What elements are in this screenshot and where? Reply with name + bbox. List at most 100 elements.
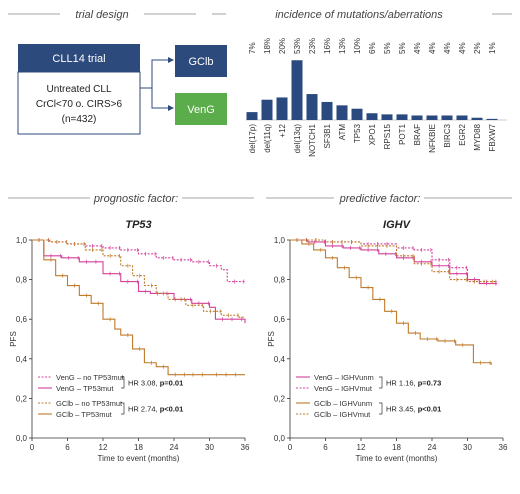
arm2-label: VenG xyxy=(187,104,215,116)
y-tick-label: 0,0 xyxy=(274,434,286,443)
section-incidence-label: incidence of mutations/aberrations xyxy=(275,9,443,21)
bar xyxy=(381,114,393,120)
y-tick-label: 0,6 xyxy=(16,315,28,324)
arm1-label: GClb xyxy=(188,56,213,68)
trial-body-box xyxy=(17,71,141,135)
bar xyxy=(321,101,333,120)
y-axis-label: PFS xyxy=(267,331,276,347)
legend-label: GClb – TP53mut xyxy=(56,410,113,419)
bar-category-label: NFKBIE xyxy=(428,124,437,153)
km-curve xyxy=(290,239,498,283)
bar xyxy=(306,94,318,120)
arrowhead-arm1 xyxy=(168,57,174,63)
legend-label: VenG – no TP53mut xyxy=(56,373,125,382)
trial-body-line1: Untreated CLL xyxy=(46,84,111,95)
bar-category-label: del(13q) xyxy=(293,124,302,154)
legend-label: GClb – IGHVmut xyxy=(314,410,371,419)
bar-category-label: BIRC3 xyxy=(443,123,452,147)
x-tick-label: 24 xyxy=(428,443,437,452)
x-tick-label: 18 xyxy=(392,443,401,452)
trial-design-diagram: CLL14 trial Untreated CLL CrCl<70 o. CIR… xyxy=(17,44,227,135)
bar-category-label: NOTCH1 xyxy=(308,123,317,156)
hr-bracket xyxy=(379,376,383,389)
arrowhead-arm2 xyxy=(168,105,174,111)
y-tick-label: 0,0 xyxy=(16,434,28,443)
section-trial-design: trial design xyxy=(8,9,196,21)
y-tick-label: 0,4 xyxy=(274,355,286,364)
bar-value-label: 4% xyxy=(413,42,422,54)
trial-body-line3: (n=432) xyxy=(62,114,97,125)
x-tick-label: 24 xyxy=(170,443,179,452)
section-prognostic-label: prognostic factor: xyxy=(93,193,178,205)
bar xyxy=(411,115,423,120)
bar-value-label: 23% xyxy=(308,38,317,54)
bar-value-label: 20% xyxy=(278,38,287,54)
bar-value-label: 4% xyxy=(428,42,437,54)
bar xyxy=(456,115,468,120)
y-tick-label: 0,4 xyxy=(16,355,28,364)
bar xyxy=(426,115,438,120)
bar xyxy=(441,115,453,120)
bar-value-label: 2% xyxy=(473,42,482,54)
bar-value-label: 4% xyxy=(443,42,452,54)
bar-category-label: +12 xyxy=(278,123,287,137)
bar xyxy=(486,118,498,120)
trial-header-label: CLL14 trial xyxy=(52,53,105,65)
bar-value-label: 5% xyxy=(398,42,407,54)
km-plot-tp53: TP53 0,0 0,2 0,4 0,6 0,8 1,0 0 6 12 18 24 30 36 Time t… xyxy=(9,219,250,463)
hr-label: HR 3.08, p=0.01 xyxy=(128,379,183,388)
km-title: IGHV xyxy=(383,219,412,231)
x-tick-label: 36 xyxy=(241,443,250,452)
bar xyxy=(396,114,408,120)
section-predictive-label: predictive factor: xyxy=(339,193,421,205)
x-tick-label: 12 xyxy=(99,443,108,452)
bar xyxy=(471,117,483,120)
hr-bracket xyxy=(121,376,125,389)
section-trial-design-label: trial design xyxy=(75,9,128,21)
bar-category-label: EGR2 xyxy=(458,123,467,145)
y-tick-label: 0,6 xyxy=(274,315,286,324)
legend-label: VenG – IGHVmut xyxy=(314,384,373,393)
bar xyxy=(336,105,348,120)
bar-category-label: ATM xyxy=(338,124,347,141)
km-curve xyxy=(290,239,498,285)
hr-label: HR 3.45, p<0.01 xyxy=(386,405,441,414)
bar xyxy=(276,97,288,120)
km-curve xyxy=(290,239,492,365)
bar-value-label: 5% xyxy=(383,42,392,54)
bar-value-label: 53% xyxy=(293,38,302,54)
bar-value-label: 1% xyxy=(488,42,497,54)
hr-bracket xyxy=(121,402,125,415)
y-axis-label: PFS xyxy=(9,331,18,347)
legend-label: VenG – TP53mut xyxy=(56,384,114,393)
bar-category-label: del(17p) xyxy=(248,124,257,154)
legend-label: GClb – no TP53mut xyxy=(56,399,123,408)
incidence-bar-chart: 7% del(17p) 18% del(11q) 20% +12 53% del(13q) 23… xyxy=(246,38,507,157)
bar xyxy=(261,99,273,120)
bar-category-label: RPS15 xyxy=(383,123,392,149)
bar xyxy=(291,60,303,120)
arrow-to-arm1 xyxy=(140,59,168,89)
y-tick-label: 0,2 xyxy=(274,394,286,403)
km-plot-ighv: IGHV 0,0 0,2 0,4 0,6 0,8 1,0 0 6 12 18 24 30 36 Time t… xyxy=(267,219,508,463)
bar xyxy=(246,112,258,120)
legend-label: GClb – IGHVunm xyxy=(314,399,372,408)
km-curve xyxy=(32,239,246,324)
y-tick-label: 0,2 xyxy=(16,394,28,403)
bar-category-label: FBXW7 xyxy=(488,123,497,151)
x-tick-label: 0 xyxy=(30,443,35,452)
hr-label: HR 1.16, p=0.73 xyxy=(386,379,441,388)
bar-value-label: 7% xyxy=(248,42,257,54)
bar-value-label: 18% xyxy=(263,38,272,54)
km-curve xyxy=(32,239,245,376)
y-tick-label: 1,0 xyxy=(16,236,28,245)
bar-category-label: del(11q) xyxy=(263,124,272,153)
legend-label: VenG – IGHVunm xyxy=(314,373,374,382)
km-title: TP53 xyxy=(125,219,151,231)
hr-bracket xyxy=(379,402,383,415)
bar-value-label: 6% xyxy=(368,42,377,54)
km-curve xyxy=(32,239,245,318)
section-prognostic: prognostic factor: xyxy=(8,193,254,205)
section-predictive: predictive factor: xyxy=(266,193,512,205)
arrow-to-arm2 xyxy=(151,88,168,109)
